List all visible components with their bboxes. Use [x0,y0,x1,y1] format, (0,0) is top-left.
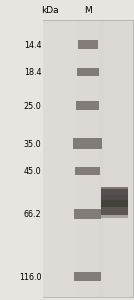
Bar [101,194,128,215]
Bar [74,209,101,219]
Bar [101,202,128,218]
Bar [101,187,128,200]
Bar [77,20,104,297]
Bar [73,137,102,148]
Bar [101,189,128,207]
Text: kDa: kDa [41,6,59,15]
Bar [78,40,98,49]
Bar [98,20,133,297]
Bar [75,167,100,176]
Text: M: M [84,6,92,15]
Bar [77,68,98,76]
Bar [74,272,101,280]
Bar [76,101,99,110]
